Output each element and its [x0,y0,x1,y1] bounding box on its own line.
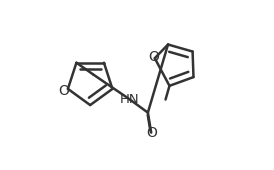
Text: O: O [58,84,69,98]
Text: HN: HN [120,93,139,106]
Text: O: O [149,50,159,64]
Text: O: O [147,126,158,140]
